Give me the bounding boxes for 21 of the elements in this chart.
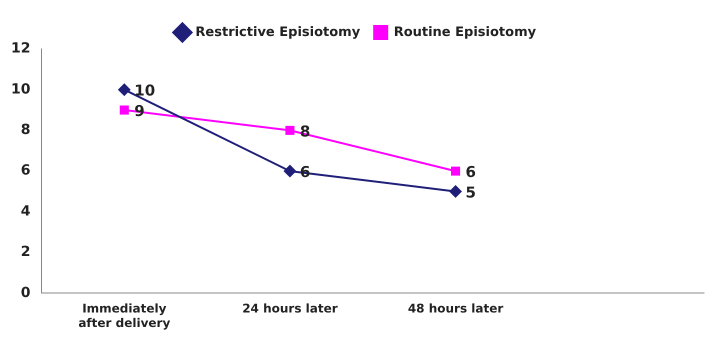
point: [284, 165, 296, 178]
point: [118, 84, 130, 96]
y-tick-label: 10: [11, 81, 31, 98]
point: [285, 126, 294, 135]
point: [120, 106, 129, 115]
data-label: 10: [134, 82, 156, 100]
x-tick-label: Immediately after delivery: [78, 302, 170, 330]
y-tick-label: 4: [20, 203, 31, 220]
y-tick-label: 2: [20, 244, 30, 260]
y-tick-label: 0: [20, 284, 31, 301]
legend-label: Routine Episiotomy: [394, 24, 537, 40]
y-tick-label: 6: [20, 162, 30, 179]
data-label: 5: [466, 183, 476, 202]
y-tick-label: 8: [20, 122, 30, 138]
data-label: 6: [466, 162, 476, 181]
x-tick-label: 48 hours later: [408, 302, 504, 316]
legend-label: Restrictive Episiotomy: [195, 24, 361, 40]
point: [451, 166, 460, 176]
x-tick-label: 24 hours later: [242, 302, 338, 316]
point: [450, 185, 462, 198]
y-tick-label: 12: [11, 40, 30, 57]
